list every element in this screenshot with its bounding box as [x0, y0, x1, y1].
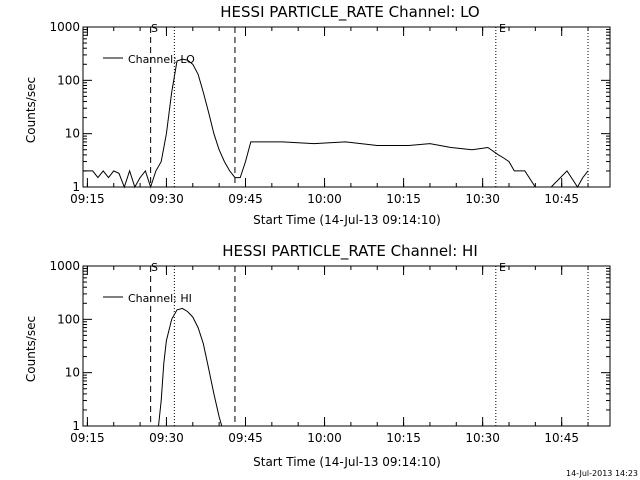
y-tick-label-lo: 1000 — [49, 20, 80, 34]
y-axis-label-hi: Counts/sec — [24, 316, 38, 382]
x-tick-label-lo: 09:30 — [149, 192, 184, 206]
x-tick-label-hi: 10:00 — [307, 431, 342, 445]
marker-label-s-hi: S — [151, 261, 158, 274]
x-tick-label-hi: 09:45 — [228, 431, 263, 445]
x-axis-label-lo: Start Time (14-Jul-13 09:14:10) — [253, 213, 441, 227]
x-tick-label-lo: 10:00 — [307, 192, 342, 206]
y-tick-label-hi: 1 — [72, 419, 80, 433]
y-tick-label-hi: 10 — [65, 366, 80, 380]
x-tick-label-lo: 10:15 — [386, 192, 421, 206]
legend-label-lo: Channel: LO — [128, 53, 195, 66]
marker-label-e-lo: E — [499, 22, 506, 35]
series-line-hi — [158, 307, 223, 427]
x-tick-label-lo: 09:15 — [70, 192, 105, 206]
x-tick-label-hi: 10:30 — [465, 431, 500, 445]
plot-frame-hi — [82, 265, 611, 427]
x-tick-label-lo: 10:45 — [544, 192, 579, 206]
x-tick-label-hi: 10:45 — [544, 431, 579, 445]
marker-label-e-hi: E — [499, 261, 506, 274]
x-tick-label-hi: 09:30 — [149, 431, 184, 445]
x-axis-label-hi: Start Time (14-Jul-13 09:14:10) — [253, 455, 441, 469]
y-tick-label-lo: 100 — [57, 73, 80, 87]
chart-title-lo: HESSI PARTICLE_RATE Channel: LO — [220, 3, 479, 22]
chart-title-hi: HESSI PARTICLE_RATE Channel: HI — [222, 242, 478, 261]
y-tick-label-lo: 10 — [65, 127, 80, 141]
marker-label-s-lo: S — [151, 22, 158, 35]
legend-label-hi: Channel: HI — [128, 292, 192, 305]
plot-frame-lo — [82, 26, 611, 188]
y-tick-label-hi: 1000 — [49, 259, 80, 273]
y-axis-label-lo: Counts/sec — [24, 77, 38, 143]
x-tick-label-hi: 10:15 — [386, 431, 421, 445]
x-tick-label-lo: 10:30 — [465, 192, 500, 206]
y-tick-label-hi: 100 — [57, 312, 80, 326]
footer-timestamp: 14-Jul-2013 14:23 — [566, 469, 638, 478]
x-tick-label-hi: 09:15 — [70, 431, 105, 445]
x-tick-label-lo: 09:45 — [228, 192, 263, 206]
y-tick-label-lo: 1 — [72, 180, 80, 194]
series-line-lo — [83, 58, 589, 189]
